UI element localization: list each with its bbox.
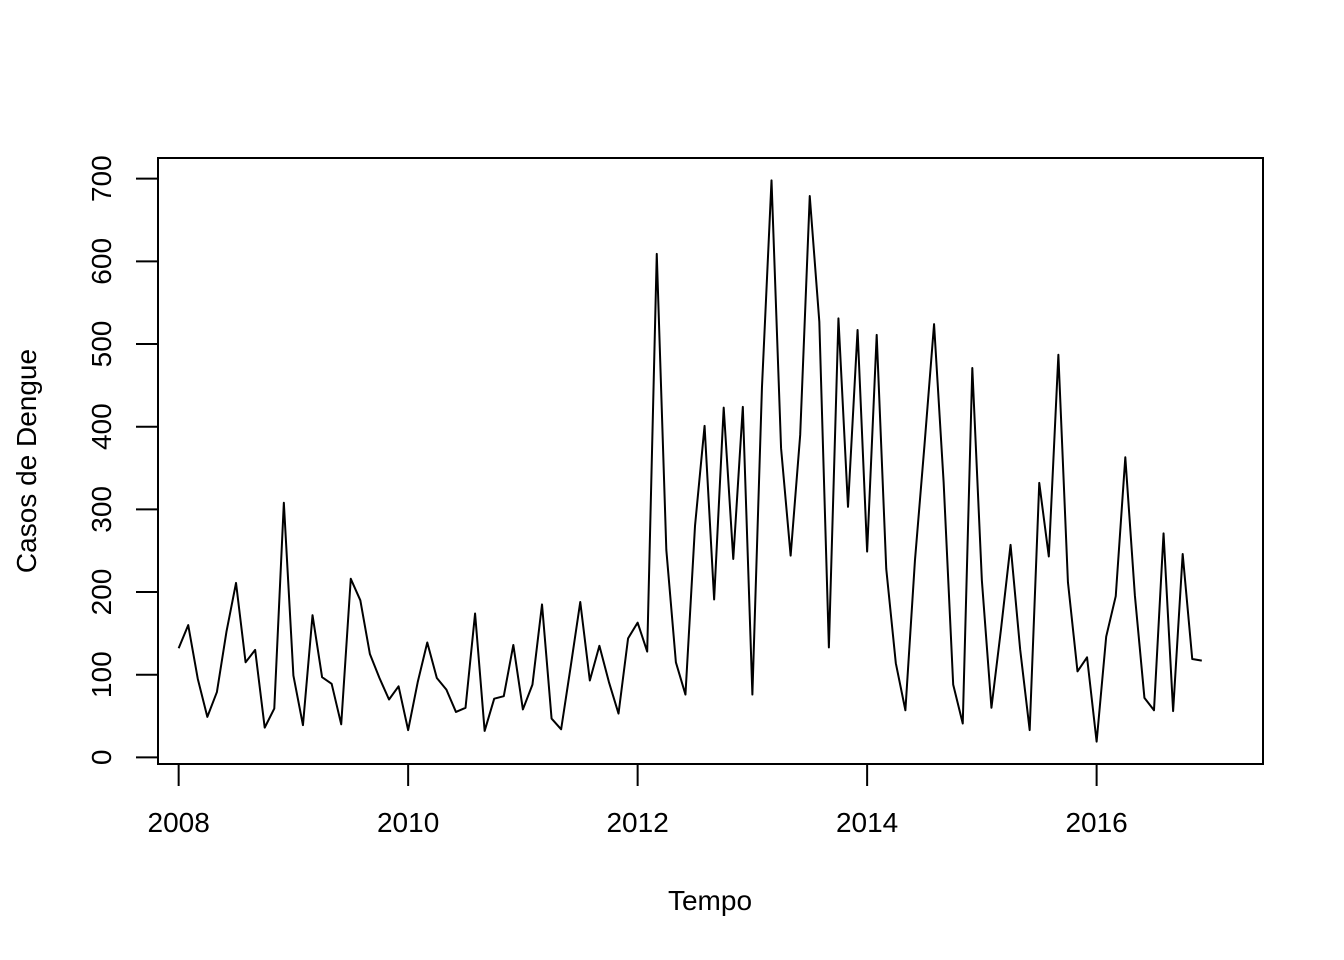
x-axis: 2008 2010 2012 2014 2016	[148, 763, 1128, 838]
x-tick-label: 2016	[1065, 807, 1127, 838]
y-tick-label: 300	[86, 486, 117, 533]
x-tick-label: 2014	[836, 807, 898, 838]
x-tick-label: 2012	[606, 807, 668, 838]
y-axis-label: Casos de Dengue	[11, 349, 42, 573]
series-line	[177, 179, 1202, 743]
y-tick-label: 700	[86, 155, 117, 202]
y-tick-label: 400	[86, 403, 117, 450]
y-tick-label: 600	[86, 238, 117, 285]
y-tick-label: 100	[86, 651, 117, 698]
y-tick-label: 0	[86, 750, 117, 766]
x-tick-label: 2010	[377, 807, 439, 838]
y-tick-label: 500	[86, 321, 117, 368]
x-tick-label: 2008	[148, 807, 210, 838]
y-axis: 0 100 200 300 400 500 600 700	[86, 155, 159, 766]
y-tick-label: 200	[86, 569, 117, 616]
x-axis-label: Tempo	[668, 885, 752, 916]
plot-frame	[157, 157, 1264, 765]
